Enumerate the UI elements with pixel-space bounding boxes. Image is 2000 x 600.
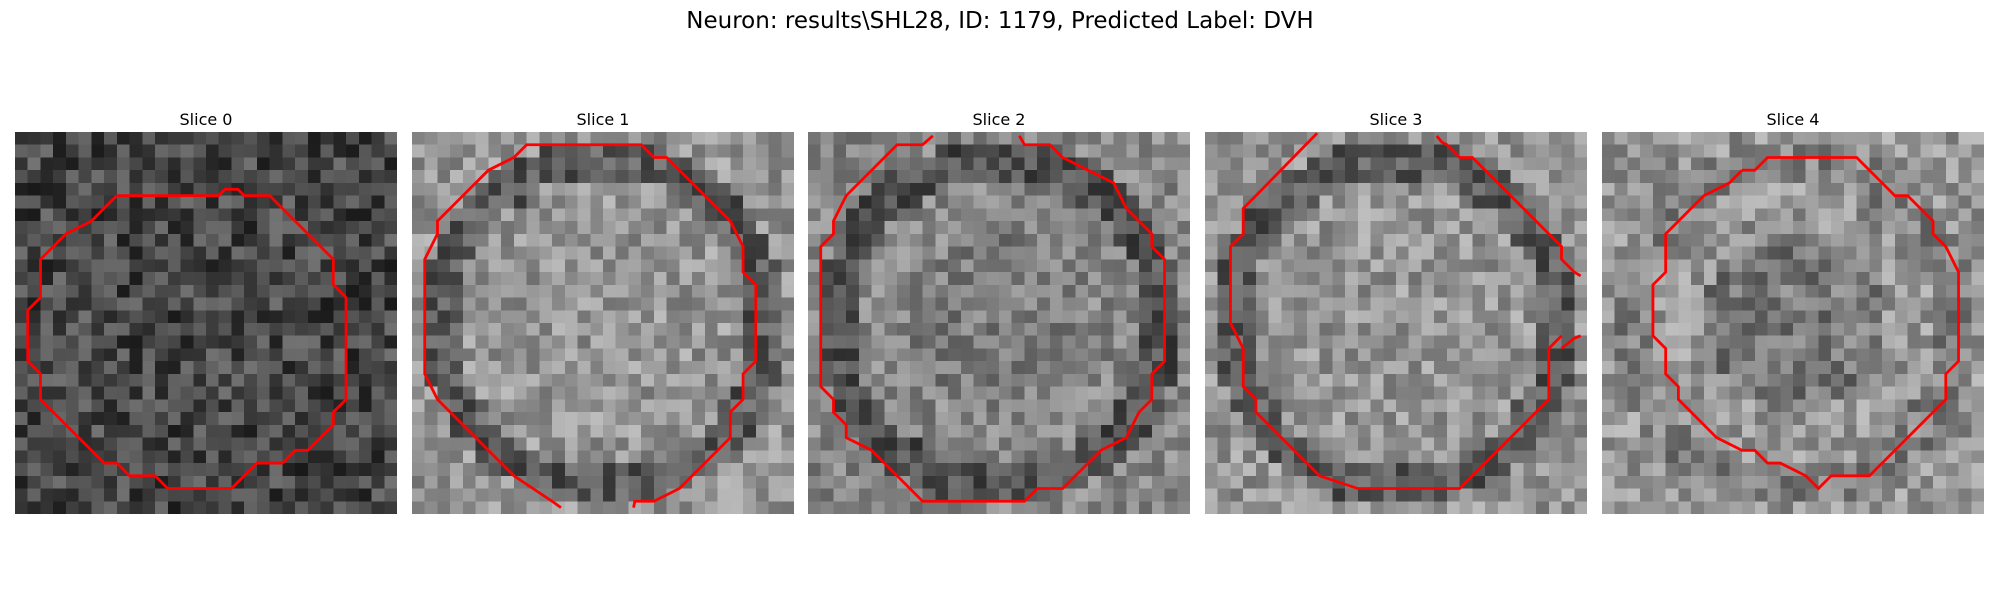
slice-image	[15, 132, 397, 514]
figure-title: Neuron: results\SHL28, ID: 1179, Predict…	[686, 8, 1314, 34]
slice-image	[808, 132, 1190, 514]
slice-panel-2: Slice 2	[808, 108, 1190, 514]
slice-title: Slice 1	[576, 110, 630, 129]
slice-panel-0: Slice 0	[15, 108, 397, 514]
slice-title: Slice 4	[1766, 110, 1820, 129]
slice-image	[1602, 132, 1984, 514]
slice-image	[412, 132, 794, 514]
contour-outline	[26, 187, 348, 490]
contour-outline	[1560, 334, 1582, 350]
slice-title: Slice 0	[179, 110, 233, 129]
slice-title: Slice 3	[1369, 110, 1423, 129]
contour-outline	[1229, 132, 1563, 490]
contour-outline	[1651, 156, 1960, 491]
slice-panel-4: Slice 4	[1602, 108, 1984, 514]
slice-image	[1205, 132, 1587, 514]
slice-panel-1: Slice 1	[412, 108, 794, 514]
slice-title: Slice 2	[972, 110, 1026, 129]
contour-outline	[1435, 134, 1582, 278]
contour-outline	[423, 143, 758, 509]
slice-panel-3: Slice 3	[1205, 108, 1587, 514]
contour-outline	[819, 134, 1166, 503]
